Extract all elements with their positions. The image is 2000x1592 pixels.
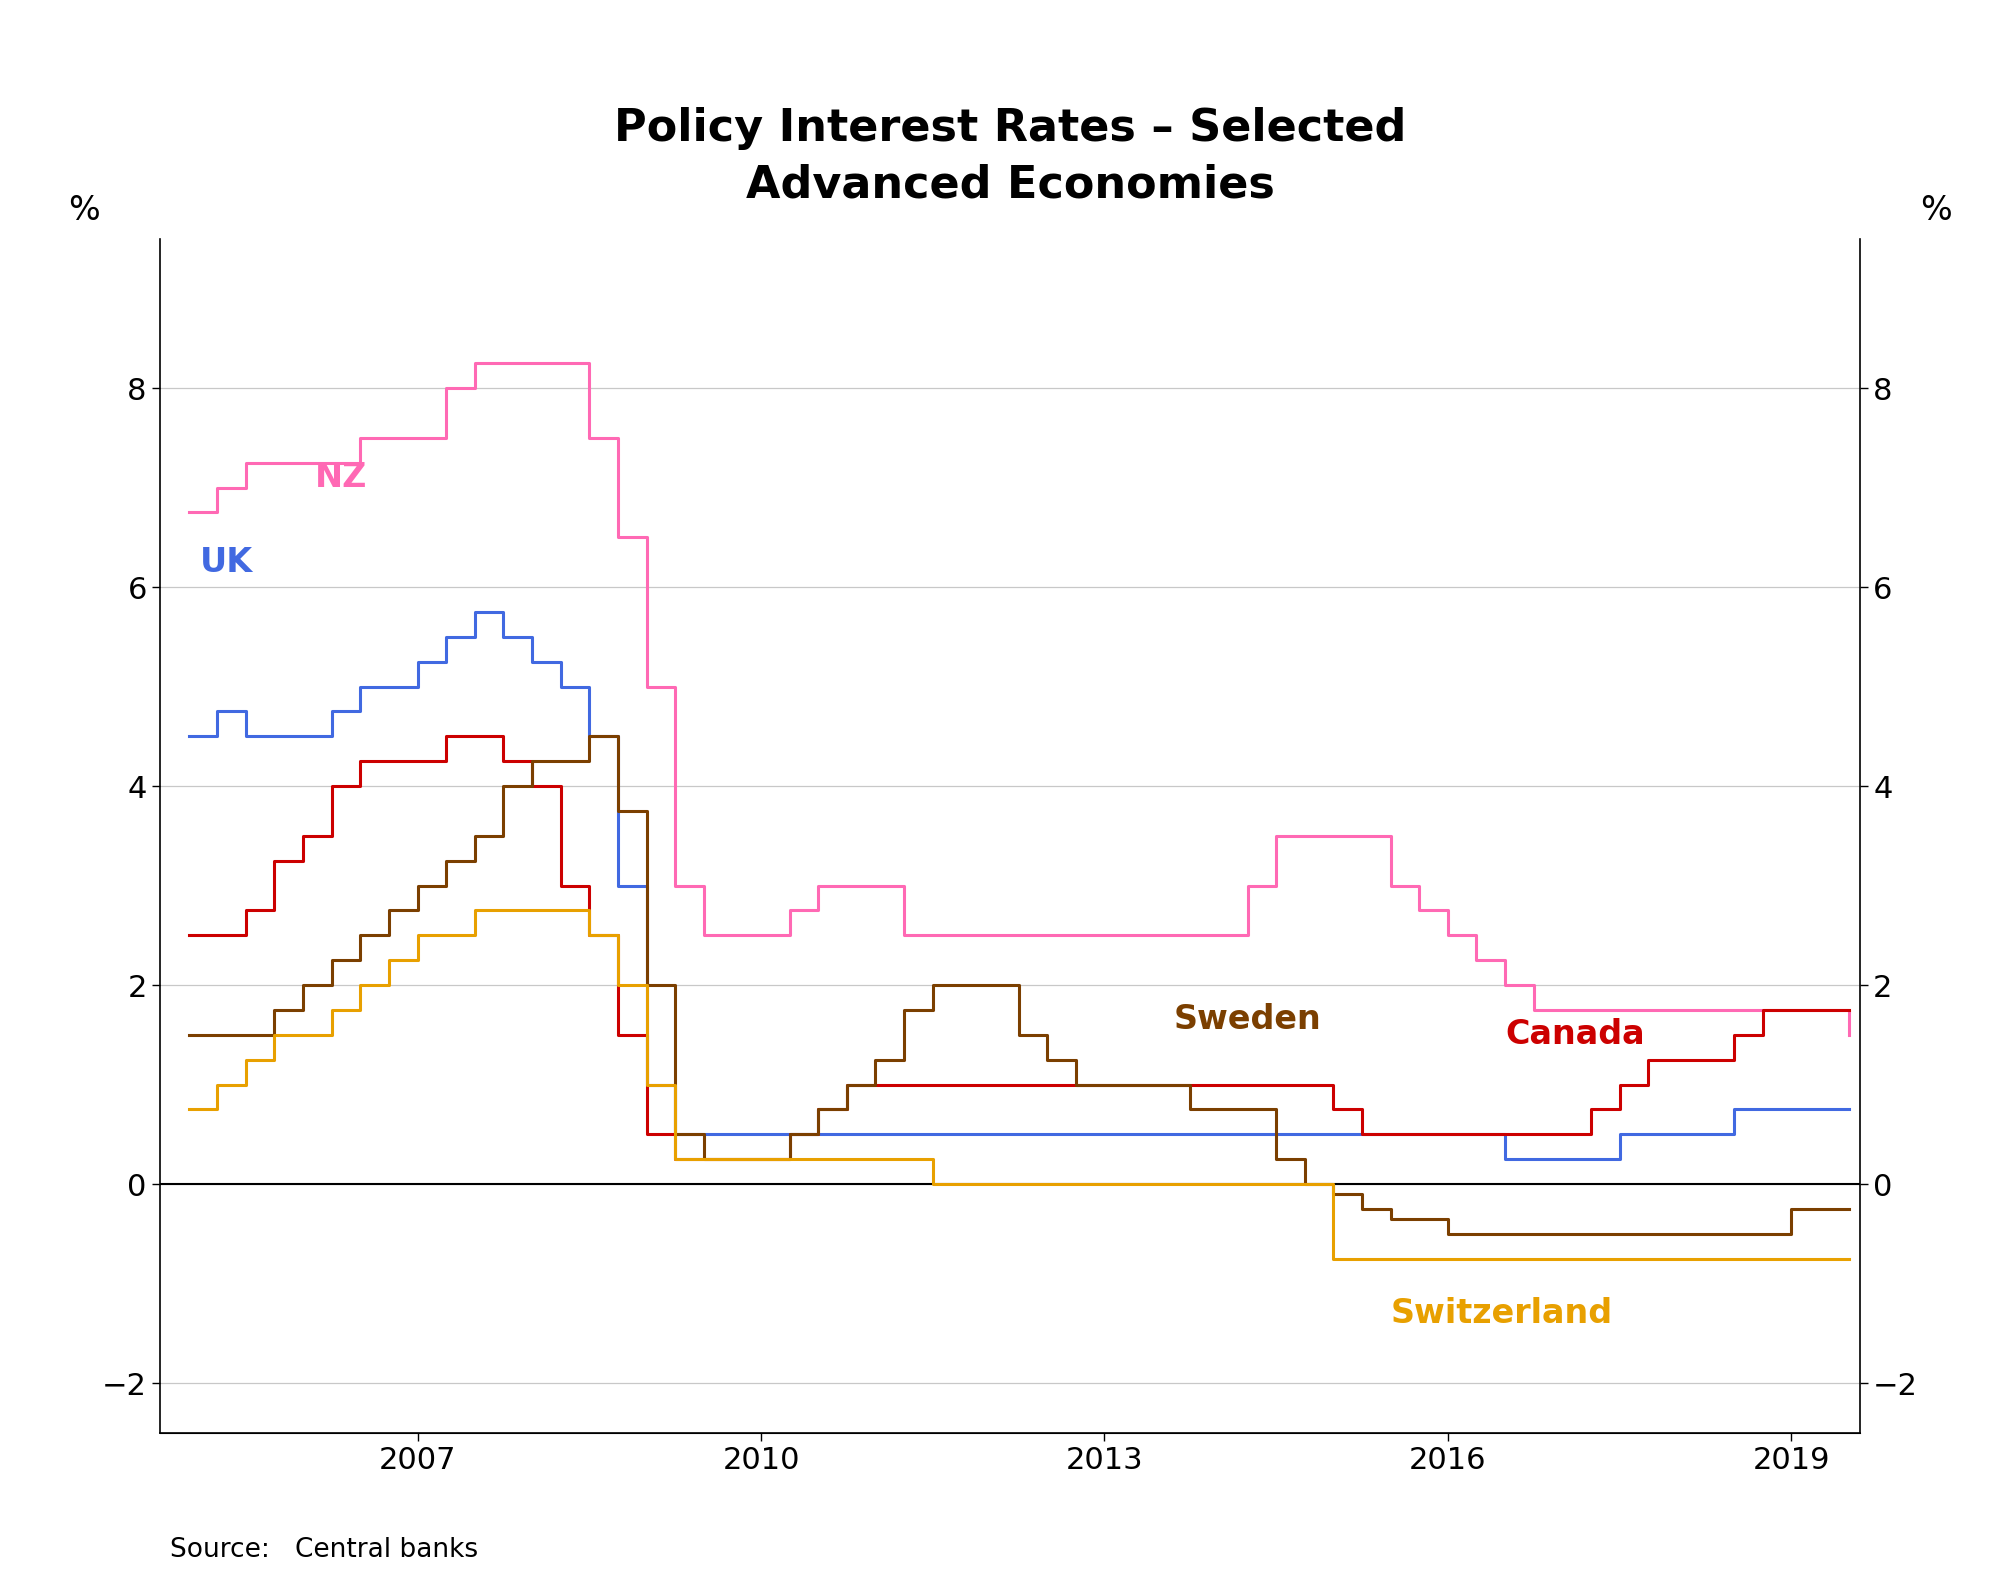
Text: NZ: NZ bbox=[314, 462, 366, 494]
Text: %: % bbox=[1920, 194, 1952, 226]
Text: Source:   Central banks: Source: Central banks bbox=[170, 1538, 478, 1563]
Text: UK: UK bbox=[200, 546, 254, 578]
Text: Switzerland: Switzerland bbox=[1390, 1297, 1612, 1329]
Text: Sweden: Sweden bbox=[1174, 1003, 1320, 1036]
Text: %: % bbox=[68, 194, 100, 226]
Text: Canada: Canada bbox=[1506, 1019, 1644, 1051]
Title: Policy Interest Rates – Selected
Advanced Economies: Policy Interest Rates – Selected Advance… bbox=[614, 107, 1406, 205]
